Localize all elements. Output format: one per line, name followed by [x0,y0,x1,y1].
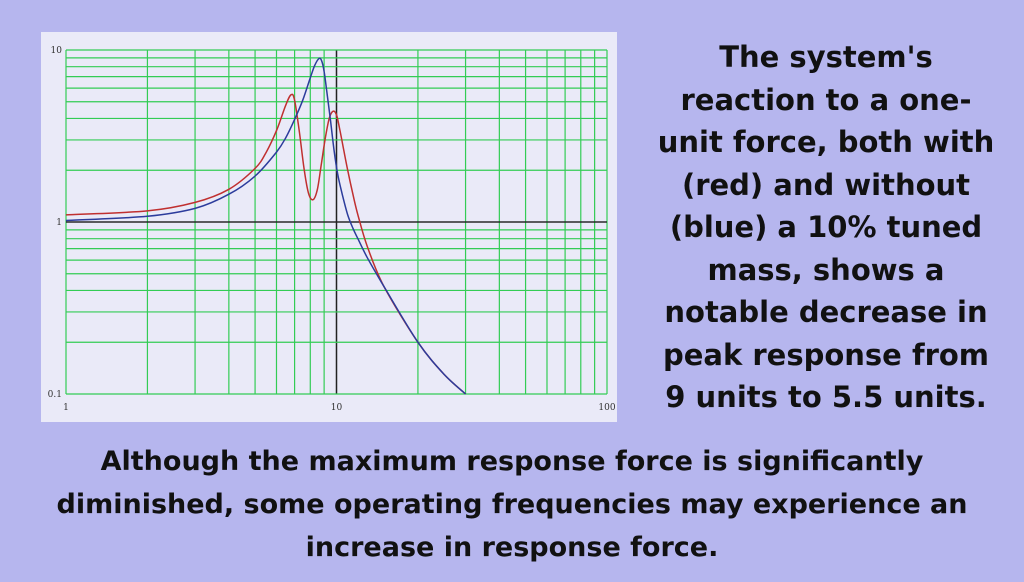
y-tick-label: 1 [56,218,62,228]
x-tick-label: 100 [598,403,615,413]
x-tick-label: 1 [63,403,69,413]
y-tick-label: 10 [51,46,63,56]
chart-panel: 1 10 100 0.1 1 10 [41,32,617,422]
bottom-caption: Although the maximum response force is s… [56,446,968,563]
series-line-red [65,93,467,395]
side-caption: The system's reaction to a one-unit forc… [657,40,995,414]
grid-lines [65,49,608,395]
series-line-blue [65,57,467,395]
series-lines [65,57,467,395]
x-tick-label: 10 [331,403,343,413]
y-tick-label: 0.1 [48,390,62,400]
